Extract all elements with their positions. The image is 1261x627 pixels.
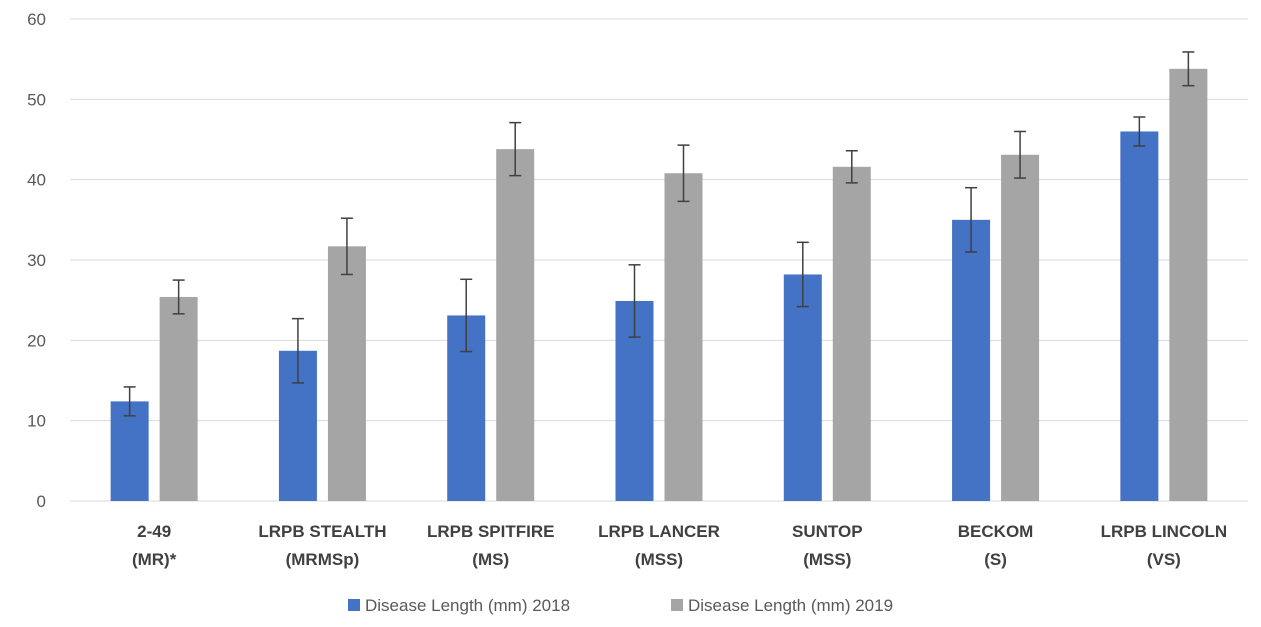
x-tick-label: (MSS) (635, 550, 683, 569)
y-tick-label: 0 (37, 492, 46, 511)
x-tick-label: (MRMSp) (286, 550, 360, 569)
bar (1001, 154, 1040, 501)
x-tick-label: (MS) (472, 550, 509, 569)
y-tick-label: 40 (27, 171, 46, 190)
bar (664, 173, 703, 502)
x-tick-label: (S) (984, 550, 1007, 569)
bar (1169, 68, 1208, 501)
bar (783, 274, 822, 501)
bar (1120, 131, 1159, 501)
y-tick-label: 10 (27, 412, 46, 431)
bar (832, 166, 871, 501)
bar (952, 219, 991, 502)
x-tick-label: LRPB STEALTH (258, 522, 386, 541)
bar (110, 401, 149, 501)
legend-label: Disease Length (mm) 2019 (688, 596, 893, 615)
y-tick-label: 20 (27, 331, 46, 350)
bar (496, 149, 535, 501)
x-tick-label: SUNTOP (792, 522, 863, 541)
legend-swatch (671, 599, 683, 611)
legend-label: Disease Length (mm) 2018 (365, 596, 570, 615)
x-tick-label: (VS) (1147, 550, 1181, 569)
x-tick-label: BECKOM (958, 522, 1034, 541)
legend-swatch (348, 599, 360, 611)
x-tick-label: LRPB SPITFIRE (427, 522, 555, 541)
bar (327, 246, 366, 501)
bar (159, 296, 198, 501)
y-tick-label: 60 (27, 10, 46, 29)
x-tick-label: (MSS) (803, 550, 851, 569)
x-tick-label: 2-49 (137, 522, 171, 541)
x-tick-label: (MR)* (132, 550, 177, 569)
y-tick-label: 30 (27, 251, 46, 270)
y-tick-label: 50 (27, 90, 46, 109)
x-tick-label: LRPB LANCER (598, 522, 720, 541)
x-tick-label: LRPB LINCOLN (1101, 522, 1228, 541)
